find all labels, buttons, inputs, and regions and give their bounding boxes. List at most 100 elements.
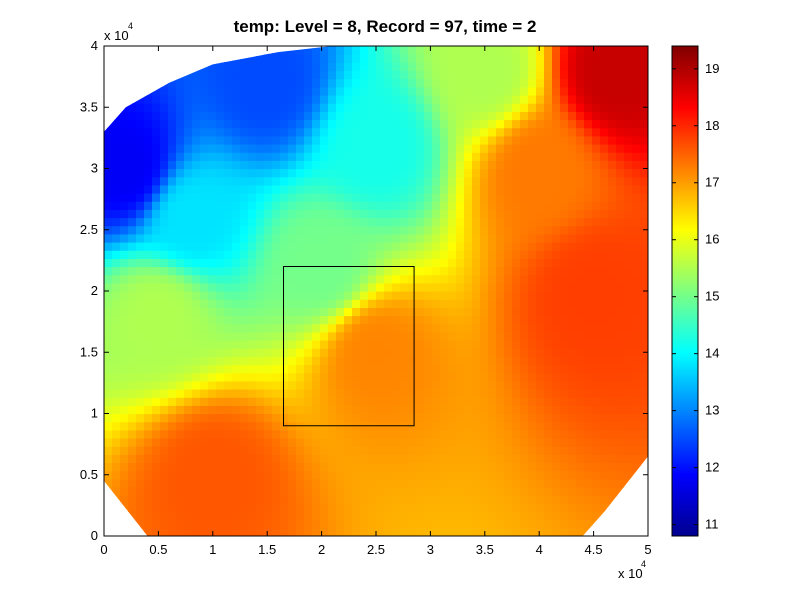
field-cell [272,503,281,513]
field-cell [440,144,449,153]
field-cell [624,478,633,488]
field-cell [160,405,169,415]
field-cell [272,86,281,96]
field-cell [288,168,297,178]
field-cell [152,144,161,153]
field-cell [568,274,577,284]
field-cell [624,201,633,210]
field-cell [552,511,561,521]
field-cell [608,201,617,210]
field-cell [528,315,537,325]
field-cell [616,193,625,202]
x-tick-label: 4.5 [585,542,603,557]
field-cell [520,495,529,504]
field-cell [280,527,289,536]
field-cell [488,364,497,374]
field-cell [376,201,385,210]
field-cell [504,307,513,317]
field-cell [344,356,353,366]
field-cell [520,250,529,259]
field-cell [400,503,409,513]
field-cell [232,152,241,161]
field-cell [624,405,633,415]
field-cell [288,487,297,496]
field-cell [592,478,601,488]
field-cell [136,78,145,88]
field-cell [104,527,113,536]
field-cell [544,487,553,496]
field-cell [264,527,273,536]
field-cell [568,242,577,251]
field-cell [608,78,617,88]
field-cell [248,307,257,317]
field-cell [576,95,585,104]
field-cell [296,144,305,153]
field-cell [224,54,233,63]
field-cell [176,348,185,357]
field-cell [336,323,345,333]
field-cell [200,323,209,333]
field-cell [448,78,457,88]
field-cell [552,372,561,382]
field-cell [280,184,289,194]
field-cell [512,86,521,96]
field-cell [248,168,257,178]
field-cell [256,503,265,513]
field-cell [560,503,569,513]
field-cell [312,511,321,521]
field-cell [344,274,353,284]
y-tick-label: 0.5 [80,467,98,482]
field-cell [128,111,137,121]
field-cell [312,127,321,137]
field-cell [456,487,465,496]
field-cell [512,184,521,194]
field-cell [408,511,417,521]
field-cell [624,356,633,366]
field-cell [488,225,497,235]
field-cell [232,86,241,96]
field-cell [632,446,641,455]
field-cell [584,470,593,480]
field-cell [264,201,273,210]
field-cell [224,217,233,227]
field-cell [584,201,593,210]
field-cell [496,527,505,536]
field-cell [520,144,529,153]
field-cell [472,405,481,415]
field-cell [424,356,433,366]
field-cell [528,527,537,536]
field-cell [360,495,369,504]
field-cell [552,438,561,447]
field-cell [640,397,648,406]
field-cell [480,209,489,219]
field-cell [632,291,641,300]
field-cell [472,152,481,161]
field-cell [152,372,161,382]
field-cell [232,274,241,284]
field-cell [408,111,417,121]
field-cell [312,405,321,415]
field-cell [208,86,217,96]
field-cell [112,372,121,382]
field-cell [168,323,177,333]
field-cell [200,511,209,521]
field-cell [280,470,289,480]
field-cell [616,282,625,292]
field-cell [528,307,537,317]
field-cell [600,446,609,455]
field-cell [224,462,233,472]
field-cell [408,201,417,210]
field-cell [528,62,537,72]
field-cell [384,176,393,186]
field-cell [136,119,145,129]
field-cell [368,519,377,529]
field-cell [144,111,153,121]
field-cell [344,144,353,153]
field-cell [544,119,553,129]
field-cell [272,266,281,276]
field-cell [112,389,121,398]
field-cell [440,217,449,227]
field-cell [512,201,521,210]
field-cell [560,168,569,178]
field-cell [560,184,569,194]
